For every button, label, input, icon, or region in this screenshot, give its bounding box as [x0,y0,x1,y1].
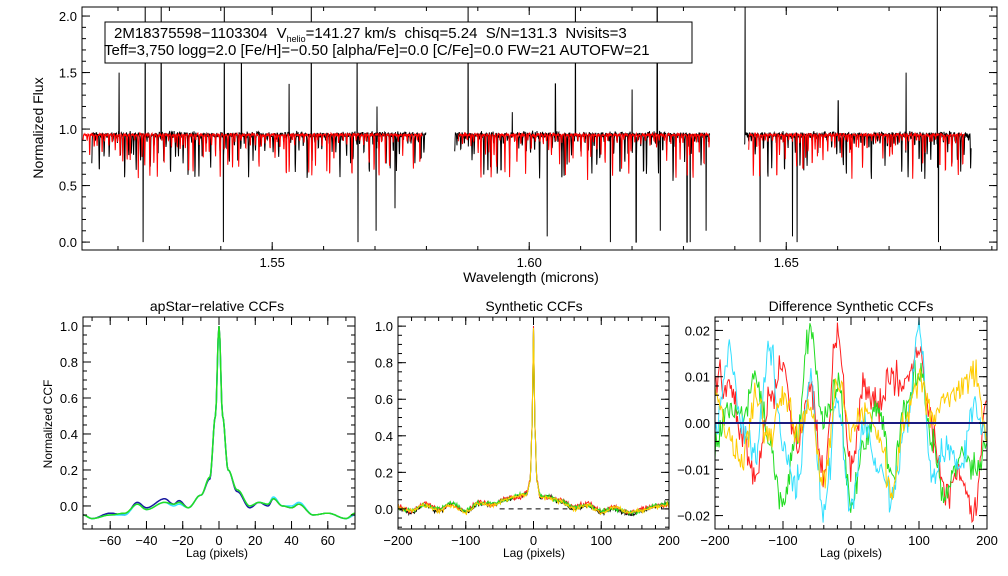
x-tick-label: −60 [99,533,121,548]
y-tick-label: 1.0 [60,319,78,334]
ccf-visit-2-line [83,329,355,520]
x-tick-label: 40 [284,533,298,548]
difference-ccf-title: Difference Synthetic CCFs [769,298,934,314]
spectrum-model-line [748,131,965,179]
x-tick-label: 1.55 [260,255,285,270]
y-tick-label: 0.8 [375,356,393,371]
ccf-yellow-line [398,327,669,516]
y-tick-label: 2.0 [59,9,77,24]
y-tick-label: 0.02 [685,323,710,338]
apstar-ccf-ylabel: Normalized CCF [41,380,55,469]
spectrum-frame [81,6,998,251]
header-line-2: Teff=3,750 logg=2.0 [Fe/H]=−0.50 [alpha/… [104,42,650,59]
difference-yellow-line [715,359,987,500]
synthetic-ccf-panel: Synthetic CCFs −200 −100 0 100 200 0.0 0.2 0.4 0… [375,298,680,560]
x-tick-label: 0 [530,533,537,548]
y-tick-label: 0.4 [60,427,78,442]
x-tick-label: 0 [215,533,222,548]
y-tick-label: 1.0 [375,319,393,334]
y-tick-label: −0.01 [677,462,710,477]
difference-red-line [715,322,987,524]
y-tick-label: 0.6 [375,392,393,407]
y-tick-label: 0.2 [60,463,78,478]
y-tick-label: 0.8 [60,355,78,370]
x-tick-label: −20 [172,533,194,548]
x-tick-label: 200 [658,533,680,548]
difference-cyan-line [715,318,987,523]
spectrum-observed-line [744,7,972,243]
y-tick-label: −0.02 [677,509,710,524]
ccf-visit-1-line [83,325,355,520]
y-tick-label: 0.0 [60,499,78,514]
difference-ccf-panel: Difference Synthetic CCFs −200 −100 0 100 20… [677,298,998,560]
x-tick-label: 200 [976,533,998,548]
difference-green-line [715,323,987,513]
x-tick-label: 20 [248,533,262,548]
y-tick-label: 0.01 [685,370,710,385]
spectrum-model-line [82,131,423,179]
x-tick-label: 60 [321,533,335,548]
y-tick-label: 0.2 [375,465,393,480]
header-line-1: 2M18375598−1103304 Vhelio=141.27 km/s chi… [114,25,627,44]
x-tick-label: −200 [383,533,412,548]
x-tick-label: −200 [700,533,729,548]
x-tick-label: 0 [847,533,854,548]
spectrum-xlabel: Wavelength (microns) [463,269,599,285]
spectrum-panel: 1.55 1.60 1.65 0.0 0.5 1.0 1.5 2.0 2M18375598−1… [30,6,998,285]
apstar-ccf-frame [82,316,356,530]
x-tick-label: −100 [451,533,480,548]
apstar-ccf-title: apStar−relative CCFs [150,298,284,314]
ccf-visit-3-line [83,325,355,520]
apstar-ccf-panel: apStar−relative CCFs −60 −40 −20 0 20 40 60 0.0… [41,298,356,560]
x-tick-label: −40 [135,533,157,548]
y-tick-label: 0.0 [59,235,77,250]
spectrum-model-line [457,131,710,181]
y-tick-label: 1.5 [59,66,77,81]
y-tick-label: 0.0 [375,502,393,517]
x-tick-label: 1.65 [774,255,799,270]
header-box [104,21,693,64]
y-tick-label: 0.6 [60,391,78,406]
spectrum-ylabel: Normalized Flux [30,77,46,178]
x-tick-label: 100 [590,533,612,548]
x-tick-label: −100 [768,533,797,548]
y-tick-label: 0.5 [59,179,77,194]
x-tick-label: 1.60 [517,255,542,270]
synthetic-ccf-xlabel: Lag (pixels) [503,546,565,560]
y-tick-label: 0.00 [685,416,710,431]
y-tick-label: 0.4 [375,429,393,444]
y-tick-label: 1.0 [59,122,77,137]
synthetic-ccf-title: Synthetic CCFs [485,298,582,314]
difference-ccf-xlabel: Lag (pixels) [820,546,882,560]
x-tick-label: 100 [908,533,930,548]
apstar-ccf-xlabel: Lag (pixels) [186,546,248,560]
